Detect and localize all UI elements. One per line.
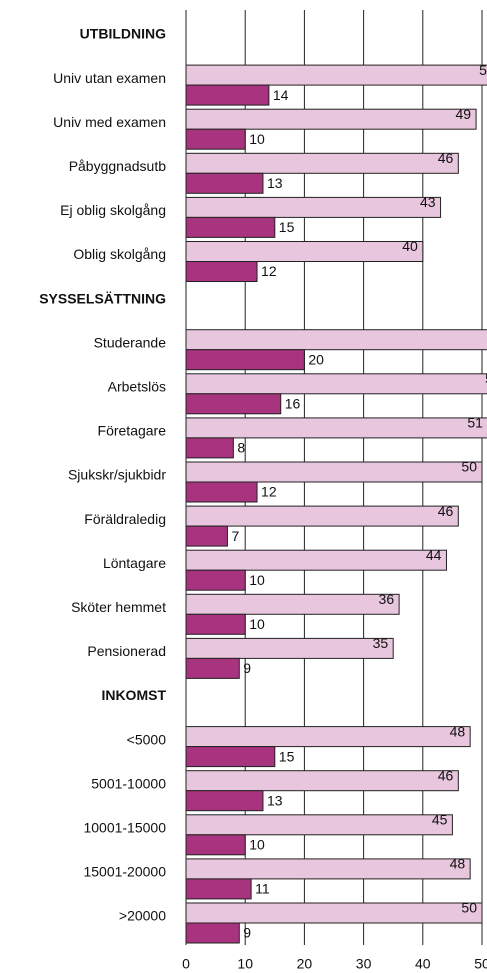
value-label: 53 — [479, 62, 487, 78]
value-label: 7 — [231, 528, 239, 544]
value-label: 8 — [237, 440, 245, 456]
bar — [185, 569, 246, 591]
value-label: 43 — [420, 194, 436, 210]
bar — [185, 64, 487, 86]
x-tick-label: 10 — [237, 956, 253, 972]
bar — [185, 393, 282, 415]
value-label: 13 — [267, 175, 283, 191]
category-label: >20000 — [119, 908, 166, 924]
bar — [185, 461, 483, 483]
bar — [185, 657, 240, 679]
x-tick-label: 30 — [356, 956, 372, 972]
category-label: Oblig skolgång — [73, 246, 166, 262]
bar — [185, 373, 487, 395]
bar — [185, 593, 400, 615]
category-label: Företagare — [98, 423, 167, 439]
value-label: 46 — [438, 767, 454, 783]
bar — [185, 858, 471, 880]
category-label: Univ utan examen — [53, 70, 166, 86]
bar — [185, 152, 459, 174]
bar — [185, 329, 487, 351]
value-label: 48 — [450, 856, 466, 872]
section-title: SYSSELSÄTTNING — [39, 290, 166, 306]
bar — [185, 790, 264, 812]
section-title: INKOMST — [101, 687, 166, 703]
bar — [185, 922, 240, 944]
x-tick-label: 40 — [415, 956, 431, 972]
value-label: 9 — [243, 660, 251, 676]
value-label: 50 — [461, 459, 477, 475]
value-label: 48 — [450, 723, 466, 739]
category-label: Löntagare — [103, 555, 166, 571]
category-label: 10001-15000 — [83, 820, 166, 836]
category-label: Sköter hemmet — [71, 599, 166, 615]
bar — [185, 349, 305, 371]
bar — [185, 746, 276, 768]
bar — [185, 84, 270, 106]
value-label: 20 — [308, 351, 324, 367]
value-label: 15 — [279, 219, 295, 235]
value-label: 10 — [249, 131, 265, 147]
value-label: 54 — [485, 371, 487, 387]
value-label: 12 — [261, 263, 277, 279]
bar — [185, 172, 264, 194]
bar — [185, 505, 459, 527]
x-tick-label: 20 — [297, 956, 313, 972]
value-label: 50 — [461, 900, 477, 916]
bar — [185, 834, 246, 856]
bar — [185, 108, 477, 130]
value-label: 40 — [402, 238, 418, 254]
value-label: 49 — [456, 106, 472, 122]
value-label: 51 — [467, 415, 483, 431]
value-label: 14 — [273, 87, 289, 103]
category-label: Påbyggnadsutb — [69, 158, 167, 174]
value-label: 11 — [255, 881, 270, 897]
category-label: 5001-10000 — [91, 775, 166, 791]
section-title: UTBILDNING — [80, 26, 166, 42]
category-label: Arbetslös — [108, 379, 166, 395]
value-label: 12 — [261, 484, 277, 500]
category-label: Ej oblig skolgång — [60, 202, 166, 218]
category-label: Föräldraledig — [84, 511, 166, 527]
bar — [185, 437, 234, 459]
value-label: 9 — [243, 925, 251, 941]
bar — [185, 525, 228, 547]
value-label: 44 — [426, 547, 442, 563]
value-label: 13 — [267, 792, 283, 808]
bar — [185, 196, 442, 218]
value-label: 16 — [285, 396, 301, 412]
bar — [185, 814, 453, 836]
bar — [185, 549, 447, 571]
value-label: 15 — [279, 748, 295, 764]
value-label: 10 — [249, 572, 265, 588]
bar — [185, 902, 483, 924]
category-label: <5000 — [127, 731, 167, 747]
bar — [185, 241, 424, 262]
bar — [185, 128, 246, 150]
value-label: 35 — [373, 635, 389, 651]
x-tick-label: 50 — [474, 956, 487, 972]
bar — [185, 770, 459, 792]
bar — [185, 261, 258, 282]
category-label: Studerande — [94, 334, 167, 350]
x-tick-label: 0 — [182, 956, 190, 972]
value-label: 36 — [379, 591, 395, 607]
bar — [185, 878, 252, 900]
category-label: 15001-20000 — [83, 864, 166, 880]
value-label: 46 — [438, 503, 454, 519]
bar — [185, 216, 276, 238]
bar — [185, 417, 487, 439]
bar — [185, 637, 394, 659]
value-label: 46 — [438, 150, 454, 166]
category-label: Sjukskr/sjukbidr — [68, 467, 166, 483]
bar — [185, 481, 258, 503]
category-label: Pensionerad — [87, 643, 166, 659]
value-label: 45 — [432, 812, 448, 828]
value-label: 10 — [249, 837, 265, 853]
bar — [185, 613, 246, 635]
category-label: Univ med examen — [53, 114, 166, 130]
value-label: 10 — [249, 616, 265, 632]
bar — [185, 726, 471, 748]
